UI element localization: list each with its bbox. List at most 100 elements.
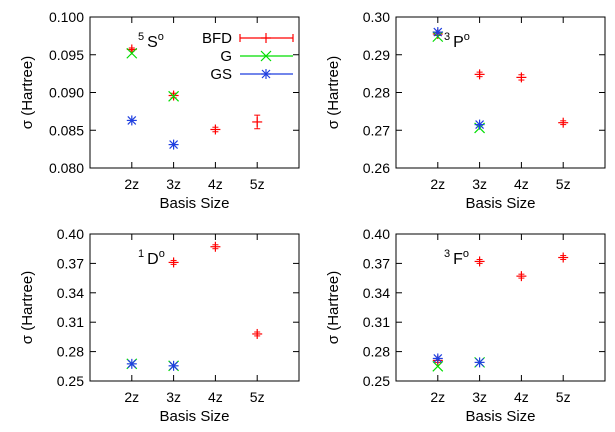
series-GS: [432, 353, 485, 368]
y-axis-label: σ (Hartree): [19, 56, 36, 129]
series-GS: [126, 115, 179, 150]
x-tick-label: 2z: [430, 389, 445, 405]
data-point-BFD: [210, 241, 221, 252]
x-tick-label: 2z: [124, 176, 139, 192]
panel-4: 0.25 0.28 0.31 0.34 0.37 0.40 2z 3z 4z 5z Basis Si…: [325, 226, 606, 425]
y-tick-label: 0.085: [49, 122, 84, 138]
y-axis-label: σ (Hartree): [19, 271, 36, 344]
data-point-G: [432, 360, 444, 372]
data-point-GS: [168, 360, 179, 371]
y-tick-label: 0.34: [57, 285, 84, 301]
title-term: F: [453, 251, 463, 268]
x-tick-label: 3z: [166, 389, 181, 405]
panel-title: 3 Po: [444, 31, 470, 51]
title-parity: o: [158, 31, 164, 43]
data-point-BFD: [558, 117, 569, 128]
title-term: P: [453, 34, 464, 51]
x-tick-label: 3z: [472, 176, 487, 192]
title-multiplicity: 3: [444, 31, 450, 43]
series-GS: [126, 358, 179, 371]
data-point-GS: [432, 27, 443, 38]
y-tick-label: 0.090: [49, 85, 84, 101]
x-axis-label: Basis Size: [159, 408, 229, 425]
x-tick-label: 2z: [124, 389, 139, 405]
data-point-BFD: [474, 69, 485, 80]
y-tick-label: 0.40: [57, 226, 84, 242]
legend-label-GS: GS: [210, 66, 232, 83]
y-tick-label: 0.25: [363, 373, 390, 389]
data-point-GS: [126, 358, 137, 369]
plot-frame: [89, 16, 300, 169]
y-tick-label: 0.37: [363, 255, 390, 271]
x-tick-label: 5z: [556, 389, 571, 405]
x-tick-label: 4z: [208, 176, 223, 192]
x-tick-label: 4z: [514, 389, 529, 405]
y-tick-label: 0.095: [49, 47, 84, 63]
data-point-G: [168, 90, 180, 102]
y-axis-label: σ (Hartree): [325, 271, 342, 344]
data-point-BFD: [516, 271, 527, 282]
panel-2: 0.26 0.27 0.28 0.29 0.30 2z 3z 4z 5z Basis Size σ …: [325, 9, 606, 212]
legend-marker-GS: [261, 69, 271, 79]
data-point-G: [126, 47, 138, 59]
data-point-GS: [168, 139, 179, 150]
legend-marker-BFD: [261, 33, 271, 43]
data-point-BFD: [252, 116, 263, 127]
x-tick-label: 4z: [208, 389, 223, 405]
y-tick-label: 0.28: [363, 85, 390, 101]
x-axis-label: Basis Size: [465, 408, 535, 425]
x-tick-label: 3z: [166, 176, 181, 192]
title-multiplicity: 3: [444, 248, 450, 260]
series-GS: [432, 27, 485, 130]
y-tick-label: 0.25: [57, 373, 84, 389]
y-tick-label: 0.30: [363, 9, 390, 25]
data-point-GS: [474, 119, 485, 130]
y-tick-label: 0.31: [363, 314, 390, 330]
y-tick-label: 0.28: [57, 344, 84, 360]
series-BFD: [126, 44, 263, 135]
y-tick-label: 0.34: [363, 285, 390, 301]
y-tick-label: 0.28: [363, 344, 390, 360]
legend-label-G: G: [220, 48, 232, 65]
panel-title: 3 Fo: [444, 248, 469, 268]
x-axis-label: Basis Size: [465, 195, 535, 212]
title-multiplicity: 1: [138, 248, 144, 260]
x-tick-label: 5z: [250, 389, 265, 405]
y-axis-label: σ (Hartree): [325, 56, 342, 129]
y-tick-label: 0.31: [57, 314, 84, 330]
y-tick-label: 0.37: [57, 255, 84, 271]
series-BFD: [432, 252, 569, 366]
legend-label-BFD: BFD: [202, 30, 232, 47]
data-point-GS: [126, 115, 137, 126]
data-point-BFD: [474, 256, 485, 267]
x-tick-label: 3z: [472, 389, 487, 405]
title-term: S: [147, 34, 158, 51]
panel-1: 0.080 0.085 0.090 0.095 0.100 2z 3z 4z 5z Basis S…: [19, 9, 300, 212]
x-tick-label: 4z: [514, 176, 529, 192]
plot-frame: [395, 233, 606, 382]
legend-marker-G: [260, 50, 272, 62]
title-parity: o: [463, 248, 469, 260]
data-point-BFD: [168, 257, 179, 268]
series-BFD: [168, 241, 263, 339]
data-point-GS: [432, 353, 443, 364]
y-tick-label: 0.26: [363, 160, 390, 176]
x-axis-label: Basis Size: [159, 195, 229, 212]
y-tick-label: 0.29: [363, 47, 390, 63]
data-point-BFD: [516, 72, 527, 83]
x-tick-label: 5z: [556, 176, 571, 192]
panel-title: 5 So: [138, 31, 164, 51]
y-tick-label: 0.40: [363, 226, 390, 242]
plot-frame: [395, 16, 606, 169]
title-term: D: [147, 251, 159, 268]
y-tick-label: 0.27: [363, 122, 390, 138]
title-multiplicity: 5: [138, 31, 144, 43]
panel-title: 1 Do: [138, 248, 165, 268]
data-point-BFD: [252, 328, 263, 339]
plot-frame: [89, 233, 300, 382]
series-G: [126, 47, 180, 102]
x-tick-label: 5z: [250, 176, 265, 192]
title-parity: o: [464, 31, 470, 43]
